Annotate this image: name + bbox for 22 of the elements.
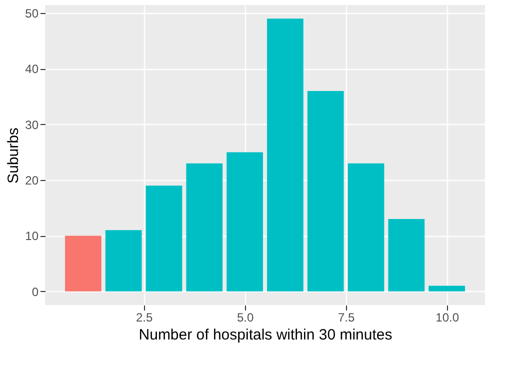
y-axis-title: Suburbs: [5, 128, 22, 184]
y-tick-label: 50: [25, 6, 39, 21]
x-axis-title: Number of hospitals within 30 minutes: [138, 326, 392, 344]
bar: [388, 219, 425, 292]
bar: [65, 236, 102, 292]
y-tick-label: 40: [25, 62, 39, 76]
y-tick-label: 30: [25, 118, 39, 132]
bar: [428, 286, 465, 292]
bar: [348, 163, 384, 292]
y-tick-label: 10: [25, 229, 39, 244]
bar: [307, 90, 344, 292]
bar: [186, 163, 223, 292]
bar: [146, 186, 182, 292]
bar: [226, 152, 263, 292]
x-tick-label: 2.5: [136, 310, 153, 324]
y-tick-label: 20: [25, 174, 39, 188]
x-tick-label: 10.0: [436, 310, 460, 324]
bar: [267, 18, 304, 292]
x-tick-label: 5.0: [236, 310, 254, 324]
x-tick-label: 7.5: [338, 310, 355, 324]
bar: [105, 230, 142, 292]
y-tick-label: 0: [32, 284, 39, 299]
